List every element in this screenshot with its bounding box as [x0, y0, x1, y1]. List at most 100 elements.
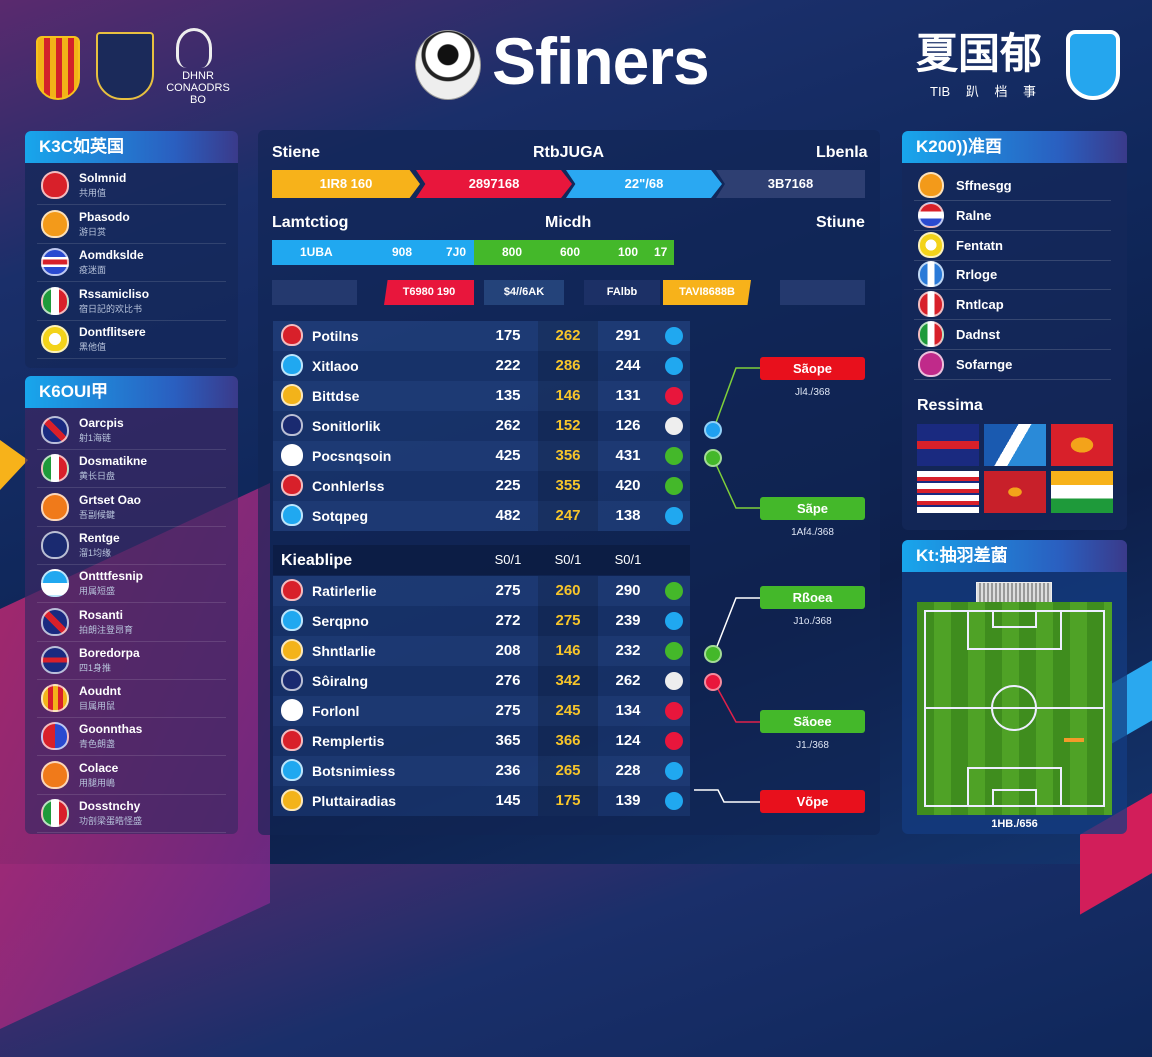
list-item[interactable]: Ralne [914, 201, 1111, 231]
football-pitch[interactable] [917, 602, 1112, 815]
list-item[interactable]: Rosanti 拍朗注登昂育 [37, 604, 226, 642]
column-header[interactable]: S0/1 [554, 552, 582, 567]
team-name: Remplertis [312, 733, 385, 749]
list-item[interactable]: Dosmatikne 黄长日盘 [37, 450, 226, 489]
bracket-node[interactable] [704, 449, 722, 467]
stat-a: 365 [495, 732, 521, 749]
status-red-icon[interactable] [665, 702, 683, 720]
table-row[interactable]: Serqpno 272 275 239 [273, 606, 690, 636]
team-name: Pocsnqsoin [312, 448, 392, 464]
list-item[interactable]: Oarcpis 射1海链 [37, 412, 226, 450]
table1-team-crest-icon [281, 354, 303, 376]
table-row[interactable]: Sonitlorlik 262 152 126 [273, 411, 690, 441]
status-white-icon[interactable] [665, 672, 683, 690]
right-panel-1: K200))准酉 Sffnesgg Ralne Fentatn Rrloge Rntlc… [902, 131, 1127, 530]
label-progress-center: Micdh [545, 214, 592, 231]
bracket-node[interactable] [704, 421, 722, 439]
table-row[interactable]: Pocsnqsoin 425 356 431 [273, 441, 690, 471]
status-blue-icon[interactable] [665, 762, 683, 780]
list-item[interactable]: Solmnid 共用值 [37, 167, 226, 205]
table-row[interactable]: Remplertis 365 366 124 [273, 726, 690, 756]
red-dragon-flag-icon[interactable] [984, 471, 1046, 513]
list-item[interactable]: Sofarnge [914, 350, 1111, 380]
bracket-match-button[interactable]: Sãpe [760, 497, 865, 520]
team-name: Forlonl [312, 703, 360, 719]
table-row[interactable]: Forlonl 275 245 134 [273, 696, 690, 726]
progress-value: 7J0 [446, 245, 467, 259]
table2-team-crest-icon [281, 729, 303, 751]
list-item[interactable]: Grtset Oao 吾副候鍵 [37, 489, 226, 527]
status-green-icon[interactable] [665, 477, 683, 495]
stage-segment[interactable]: 3B7168 [716, 170, 865, 198]
status-red-icon[interactable] [665, 732, 683, 750]
stat-b: 262 [555, 327, 581, 344]
chip[interactable]: T6980 190 [384, 280, 474, 305]
india-flag-icon[interactable] [1051, 471, 1113, 513]
list-item[interactable]: Rntlcap [914, 290, 1111, 321]
column-header[interactable]: S0/1 [614, 552, 642, 567]
red-emblem-flag-icon[interactable] [1051, 424, 1113, 466]
table-row[interactable]: Xitlaoo 222 286 244 [273, 351, 690, 381]
bracket-match-button[interactable]: Võpe [760, 790, 865, 813]
chip[interactable]: $4//6AK [484, 280, 564, 305]
orange-crest-icon [918, 172, 944, 198]
list-item[interactable]: Dadnst [914, 320, 1111, 350]
table-row[interactable]: Shntlarlie 208 146 232 [273, 636, 690, 666]
stage-segment[interactable]: 2897168 [416, 170, 572, 198]
list-item[interactable]: Colace 用腿用嶋 [37, 757, 226, 795]
stat-b: 356 [555, 447, 581, 464]
status-green-icon[interactable] [665, 447, 683, 465]
list-item[interactable]: Ontttfesnip 用属短盛 [37, 565, 226, 604]
table-row[interactable]: Conhlerlss 225 355 420 [273, 471, 690, 501]
list-item[interactable]: Aoudnt 目属用鼠 [37, 680, 226, 719]
greece-stripes-flag-icon[interactable] [917, 471, 979, 513]
chip[interactable]: TAVI8688B [663, 280, 751, 305]
soccer-ball-icon [415, 30, 481, 100]
table-row[interactable]: Potilns 175 262 291 [273, 321, 690, 351]
stat-c: 291 [615, 327, 641, 344]
status-blue-icon[interactable] [665, 792, 683, 810]
table-row[interactable]: Sôiralng 276 342 262 [273, 666, 690, 696]
list-item[interactable]: Pbasodo 游日赏 [37, 206, 226, 244]
list-item[interactable]: Rssamicliso 宿日記的欢比书 [37, 283, 226, 321]
column-highlight [538, 696, 598, 726]
list-item[interactable]: Goonnthas 青色朗盏 [37, 718, 226, 757]
list-item[interactable]: Aomdkslde 疫迷面 [37, 244, 226, 282]
list-item[interactable]: Rrloge [914, 260, 1111, 291]
bracket-node[interactable] [704, 673, 722, 691]
progress-value: 600 [560, 245, 581, 259]
status-blue-icon[interactable] [665, 357, 683, 375]
list-item[interactable]: Fentatn [914, 231, 1111, 261]
status-blue-icon[interactable] [665, 327, 683, 345]
stat-b: 342 [555, 672, 581, 689]
union-jack-flag-icon[interactable] [917, 424, 979, 466]
status-green-icon[interactable] [665, 642, 683, 660]
table-row[interactable]: Bittdse 135 146 131 [273, 381, 690, 411]
table-row[interactable]: Ratirlerlie 275 260 290 [273, 576, 690, 606]
bracket-match-button[interactable]: Sãoee [760, 710, 865, 733]
team-subtitle: 共用值 [79, 188, 107, 198]
chip[interactable]: FAlbb [584, 280, 660, 305]
table-row[interactable]: Sotqpeg 482 247 138 [273, 501, 690, 531]
team-name: Sofarnge [956, 356, 1013, 372]
scotland-chevron-flag-icon[interactable] [984, 424, 1046, 466]
stat-a: 135 [495, 387, 521, 404]
list-item[interactable]: Dontflitsere 黑他值 [37, 321, 226, 359]
status-blue-icon[interactable] [665, 507, 683, 525]
bracket-match-button[interactable]: Rßoea [760, 586, 865, 609]
bracket-match-button[interactable]: Sãope [760, 357, 865, 380]
column-header[interactable]: S0/1 [494, 552, 522, 567]
stage-segment[interactable]: 22"/68 [566, 170, 722, 198]
list-item[interactable]: Boredorpa 四1身推 [37, 642, 226, 680]
status-red-icon[interactable] [665, 387, 683, 405]
status-white-icon[interactable] [665, 417, 683, 435]
table-row[interactable]: Pluttairadias 145 175 139 [273, 786, 690, 816]
list-item[interactable]: Sffnesgg [914, 171, 1111, 201]
status-green-icon[interactable] [665, 582, 683, 600]
list-item[interactable]: Dosstnchy 功剖梁蛋皓怪盛 [37, 795, 226, 833]
list-item[interactable]: Rentge 溜1均缘 [37, 527, 226, 565]
bracket-node[interactable] [704, 645, 722, 663]
stage-segment[interactable]: 1IR8 160 [272, 170, 420, 198]
table-row[interactable]: Botsnimiess 236 265 228 [273, 756, 690, 786]
status-blue-icon[interactable] [665, 612, 683, 630]
